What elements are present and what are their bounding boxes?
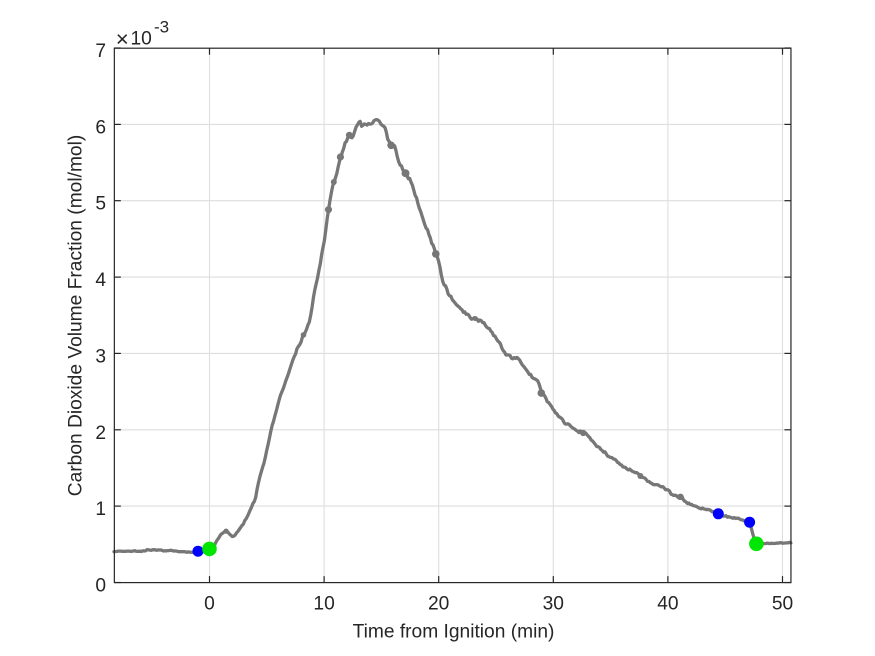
svg-text:×: × bbox=[116, 27, 129, 52]
svg-text:-3: -3 bbox=[154, 18, 169, 37]
svg-text:2: 2 bbox=[95, 423, 106, 444]
svg-text:4: 4 bbox=[95, 270, 106, 291]
svg-text:5: 5 bbox=[95, 194, 106, 215]
svg-text:10: 10 bbox=[313, 594, 334, 615]
svg-text:40: 40 bbox=[657, 594, 678, 615]
svg-text:3: 3 bbox=[95, 346, 106, 367]
svg-text:Carbon Dioxide Volume Fraction: Carbon Dioxide Volume Fraction (mol/mol) bbox=[66, 135, 87, 497]
svg-text:7: 7 bbox=[95, 41, 106, 62]
svg-text:6: 6 bbox=[95, 117, 106, 138]
svg-text:10: 10 bbox=[131, 28, 152, 49]
svg-text:0: 0 bbox=[204, 594, 215, 615]
svg-text:1: 1 bbox=[95, 499, 106, 520]
svg-text:30: 30 bbox=[543, 594, 564, 615]
svg-text:0: 0 bbox=[95, 576, 106, 597]
svg-text:Time from Ignition (min): Time from Ignition (min) bbox=[353, 621, 555, 642]
svg-text:50: 50 bbox=[772, 594, 793, 615]
svg-text:20: 20 bbox=[428, 594, 449, 615]
